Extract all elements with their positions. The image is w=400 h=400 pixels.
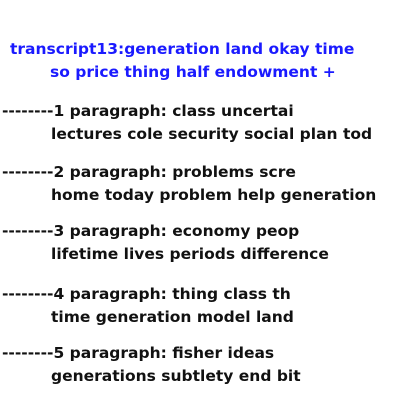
paragraph-4-text: time generation model land <box>51 308 294 326</box>
paragraph-5-header: --------5 paragraph: fisher ideas <box>2 344 275 362</box>
paragraph-2-header: --------2 paragraph: problems scre <box>2 163 296 181</box>
paragraph-1-header: --------1 paragraph: class uncertai <box>2 102 294 120</box>
transcript-title: transcript13:generation land okay time s… <box>10 38 354 84</box>
paragraph-5: --------5 paragraph: fisher ideas genera… <box>2 342 301 388</box>
paragraph-3-text: lifetime lives periods difference <box>51 245 329 263</box>
paragraph-4-header: --------4 paragraph: thing class th <box>2 285 291 303</box>
paragraph-5-text: generations subtlety end bit <box>51 367 301 385</box>
paragraph-1: --------1 paragraph: class uncertai lect… <box>2 100 372 146</box>
transcript-title-line-2: so price thing half endowment + <box>50 63 336 81</box>
paragraph-4: --------4 paragraph: thing class th time… <box>2 283 294 329</box>
paragraph-1-text: lectures cole security social plan tod <box>51 125 373 143</box>
paragraph-3: --------3 paragraph: economy peop lifeti… <box>2 220 329 266</box>
transcript-title-line-1: transcript13:generation land okay time <box>10 40 355 58</box>
paragraph-3-header: --------3 paragraph: economy peop <box>2 222 300 240</box>
paragraph-2-text: home today problem help generation <box>51 186 377 204</box>
paragraph-2: --------2 paragraph: problems scre home … <box>2 161 376 207</box>
